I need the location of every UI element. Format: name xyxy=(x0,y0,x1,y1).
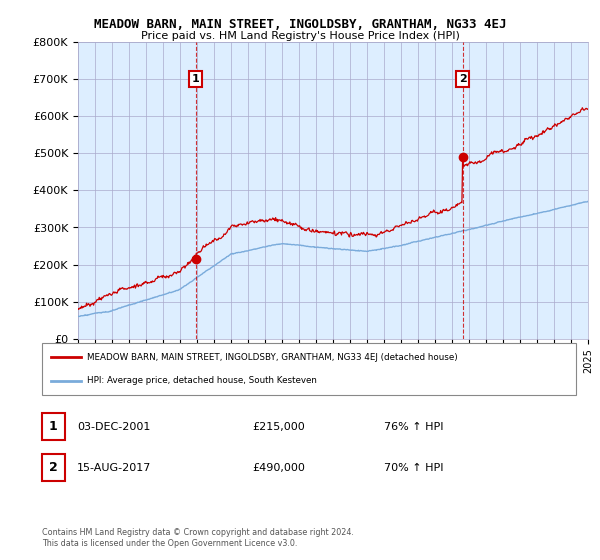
Text: 1: 1 xyxy=(192,74,200,84)
Text: 03-DEC-2001: 03-DEC-2001 xyxy=(77,422,150,432)
Text: HPI: Average price, detached house, South Kesteven: HPI: Average price, detached house, Sout… xyxy=(87,376,317,385)
Text: Contains HM Land Registry data © Crown copyright and database right 2024.
This d: Contains HM Land Registry data © Crown c… xyxy=(42,528,354,548)
Text: Price paid vs. HM Land Registry's House Price Index (HPI): Price paid vs. HM Land Registry's House … xyxy=(140,31,460,41)
Text: 1: 1 xyxy=(49,420,58,433)
Text: 15-AUG-2017: 15-AUG-2017 xyxy=(77,463,151,473)
Text: £490,000: £490,000 xyxy=(252,463,305,473)
Text: 2: 2 xyxy=(49,461,58,474)
Text: MEADOW BARN, MAIN STREET, INGOLDSBY, GRANTHAM, NG33 4EJ (detached house): MEADOW BARN, MAIN STREET, INGOLDSBY, GRA… xyxy=(87,353,458,362)
Text: 2: 2 xyxy=(458,74,466,84)
Text: MEADOW BARN, MAIN STREET, INGOLDSBY, GRANTHAM, NG33 4EJ: MEADOW BARN, MAIN STREET, INGOLDSBY, GRA… xyxy=(94,18,506,31)
Text: 76% ↑ HPI: 76% ↑ HPI xyxy=(384,422,443,432)
Text: 70% ↑ HPI: 70% ↑ HPI xyxy=(384,463,443,473)
Text: £215,000: £215,000 xyxy=(252,422,305,432)
